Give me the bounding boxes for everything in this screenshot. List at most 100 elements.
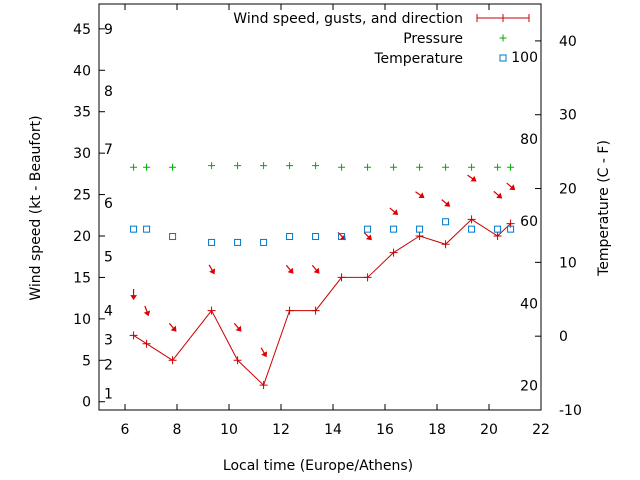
wind-speed-point <box>467 215 476 224</box>
y2-tick-label: 10 <box>559 255 577 271</box>
y-tick-label: 5 <box>82 353 91 369</box>
pressure-point <box>390 163 398 171</box>
legend-swatch-temperature <box>499 54 507 62</box>
fahrenheit-label: 20 <box>520 379 538 395</box>
legend-swatch-pressure <box>499 34 507 42</box>
temperature-point <box>338 233 346 241</box>
pressure-point <box>234 162 242 170</box>
y2-tick-label: -10 <box>559 403 582 419</box>
wind-speed-point <box>129 331 138 340</box>
pressure-point <box>507 163 515 171</box>
pressure-point <box>468 163 476 171</box>
temperature-point <box>468 225 476 233</box>
x-tick-label: 22 <box>532 422 550 438</box>
beaufort-label: 5 <box>104 250 113 266</box>
beaufort-label: 7 <box>104 142 113 158</box>
legend-label-wind: Wind speed, gusts, and direction <box>233 11 463 27</box>
x-tick-label: 6 <box>121 422 130 438</box>
fahrenheit-label: 100 <box>511 50 538 66</box>
pressure-point <box>312 162 320 170</box>
pressure-point <box>494 163 502 171</box>
wind-speed-point <box>311 306 320 315</box>
beaufort-label: 6 <box>104 196 113 212</box>
wind-direction-arrow <box>285 264 294 274</box>
beaufort-label: 3 <box>104 333 113 349</box>
legend-label-temperature: Temperature <box>373 51 463 67</box>
fahrenheit-label: 80 <box>520 132 538 148</box>
wind-speed-point <box>389 248 398 257</box>
x-tick-label: 10 <box>220 422 238 438</box>
x-tick-label: 14 <box>324 422 342 438</box>
y2-axis-label: Temperature (C - F) <box>596 140 612 277</box>
beaufort-label: 2 <box>104 357 113 373</box>
beaufort-label: 4 <box>104 304 113 320</box>
y-axis-label: Wind speed (kt - Beaufort) <box>28 115 44 300</box>
wind-speed-point <box>142 339 151 348</box>
y-tick-label: 35 <box>73 105 91 121</box>
x-tick-label: 12 <box>272 422 290 438</box>
beaufort-label: 9 <box>104 22 113 38</box>
temperature-point <box>312 233 320 241</box>
temperature-point <box>130 225 138 233</box>
temperature-point <box>234 238 242 246</box>
x-tick-label: 20 <box>480 422 498 438</box>
wind-direction-arrow <box>130 289 137 301</box>
y-tick-label: 40 <box>73 63 91 79</box>
wind-speed-point <box>259 381 268 390</box>
temperature-point <box>260 238 268 246</box>
pressure-point <box>442 163 450 171</box>
wind-speed-point <box>363 273 372 282</box>
temperature-point <box>364 225 372 233</box>
wind-speed-point <box>207 306 216 315</box>
wind-direction-arrow <box>493 190 503 199</box>
pressure-point <box>338 163 346 171</box>
wind-direction-arrow <box>467 174 477 182</box>
y-tick-label: 45 <box>73 22 91 38</box>
y-tick-label: 10 <box>73 312 91 328</box>
fahrenheit-label: 40 <box>520 297 538 313</box>
y2-tick-label: 40 <box>559 34 577 50</box>
wind-direction-arrow <box>441 199 451 207</box>
wind-speed-point <box>337 273 346 282</box>
temperature-point <box>169 233 177 241</box>
beaufort-label: 8 <box>104 84 113 100</box>
pressure-point <box>143 163 151 171</box>
wind-direction-arrow <box>233 322 242 332</box>
wind-speed-point <box>415 232 424 240</box>
wind-speed-point <box>493 232 502 240</box>
x-tick-label: 18 <box>428 422 446 438</box>
y2-tick-label: 0 <box>559 329 568 345</box>
wind-direction-arrow <box>208 264 216 275</box>
temperature-point <box>143 225 151 233</box>
fahrenheit-label: 60 <box>520 214 538 230</box>
temperature-point <box>494 225 502 233</box>
temperature-point <box>208 238 216 246</box>
x-axis-label: Local time (Europe/Athens) <box>223 458 413 474</box>
data-layer <box>129 162 516 390</box>
y2-tick-label: 30 <box>559 108 577 124</box>
wind-speed-point <box>285 306 294 315</box>
legend-swatch-wind <box>476 14 530 22</box>
temperature-point <box>507 225 515 233</box>
y-tick-label: 0 <box>82 395 91 411</box>
legend-label-pressure: Pressure <box>403 31 463 47</box>
temperature-point <box>286 233 294 241</box>
wind-direction-arrow <box>415 191 425 199</box>
wind-direction-arrow <box>143 305 151 317</box>
pressure-point <box>208 162 216 170</box>
wind-speed-point <box>233 356 242 365</box>
wind-direction-arrow <box>311 264 320 274</box>
x-tick-label: 16 <box>376 422 394 438</box>
wind-direction-arrow <box>506 182 516 191</box>
x-tick-label: 8 <box>173 422 182 438</box>
pressure-point <box>286 162 294 170</box>
temperature-point <box>390 225 398 233</box>
wind-speed-point <box>441 240 450 249</box>
wind-direction-arrow <box>389 207 399 216</box>
y2-tick-label: 20 <box>559 182 577 198</box>
ticks-layer: 6 8 10 12 14 16 18 20 22051015202530354045-10010… <box>73 4 582 438</box>
wind-direction-arrow <box>260 347 268 358</box>
y-tick-label: 15 <box>73 270 91 286</box>
y-tick-label: 20 <box>73 229 91 245</box>
pressure-point <box>169 163 177 171</box>
